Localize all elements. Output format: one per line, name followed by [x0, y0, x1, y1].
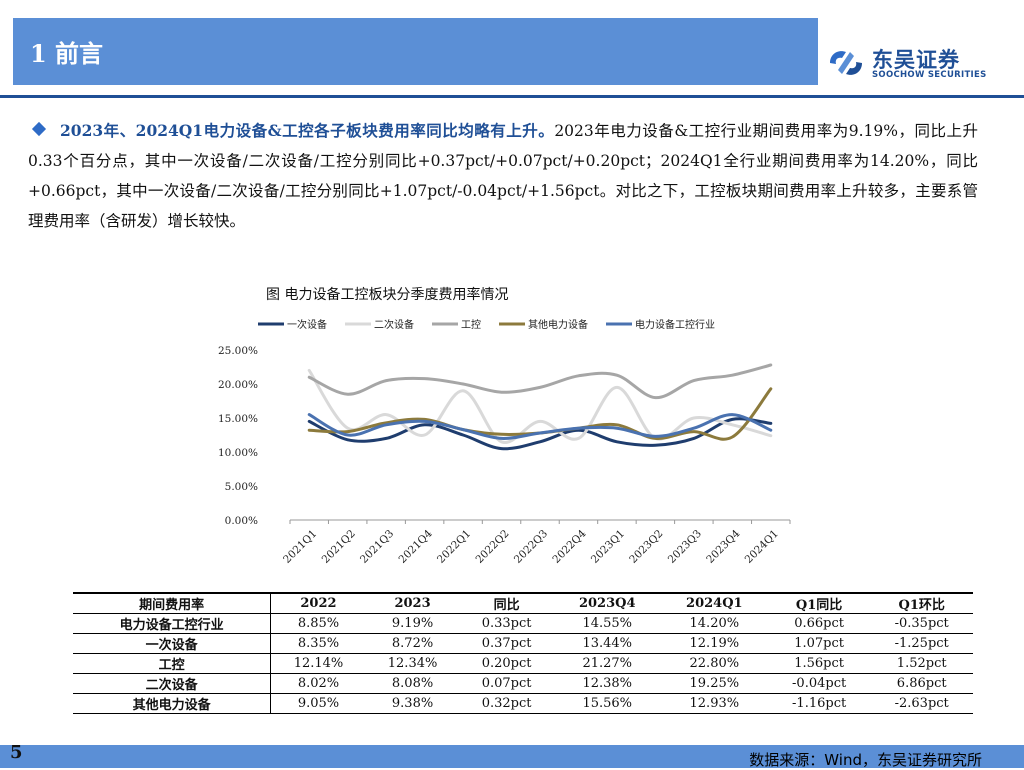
table-cell: 22.80%	[660, 653, 768, 674]
table-cell: 0.20pct	[459, 653, 554, 674]
x-tick-label: 2021Q1	[281, 528, 319, 566]
y-tick-label: 10.00%	[218, 447, 258, 459]
brand-name-en: SOOCHOW SECURITIES	[872, 70, 987, 80]
section-title: 1 前言	[30, 39, 104, 68]
x-tick-label: 2021Q3	[358, 528, 396, 566]
expense-ratio-table: 期间费用率 2022 2023 同比 2023Q4 2024Q1 Q1同比 Q1…	[73, 592, 973, 714]
table-cell: 1.52pct	[870, 653, 973, 674]
x-tick-label: 2022Q2	[473, 528, 511, 566]
y-tick-label: 25.00%	[218, 345, 258, 357]
table-cell: 19.25%	[660, 673, 768, 694]
table-header-cell: 2023	[365, 592, 460, 614]
table-cell: 8.72%	[365, 633, 460, 654]
x-tick-label: 2023Q2	[627, 528, 665, 566]
table-cell: 21.27%	[553, 653, 661, 674]
section-banner	[13, 18, 818, 85]
y-tick-label: 5.00%	[225, 481, 258, 493]
table-cell: 8.02%	[270, 673, 366, 694]
table-header-cell: 2024Q1	[660, 592, 768, 614]
x-tick-label: 2021Q4	[397, 527, 435, 565]
series-line	[307, 413, 773, 440]
legend-label: 一次设备	[287, 318, 327, 331]
table-cell: 9.19%	[365, 613, 460, 634]
table-cell: 9.38%	[365, 693, 460, 714]
summary-body: 2023年电力设备&工控行业期间费用率为9.19%，同比上升0.33个百分点，其…	[28, 122, 978, 230]
brand-name-cn: 东吴证券	[872, 48, 960, 72]
table-cell: 1.07pct	[767, 633, 871, 654]
table-cell: 8.85%	[270, 613, 366, 634]
x-tick-label: 2022Q3	[512, 528, 550, 566]
table-header-cell: Q1同比	[767, 592, 871, 614]
table-header-cell: 同比	[459, 592, 554, 614]
table-header-cell: Q1环比	[870, 592, 973, 614]
table-header-cell: 2023Q4	[553, 592, 661, 614]
page-number: 5	[10, 742, 23, 763]
diamond-bullet-icon	[31, 121, 47, 137]
table-row-label: 其他电力设备	[73, 693, 272, 714]
table-cell: 0.07pct	[459, 673, 554, 694]
y-tick-label: 0.00%	[225, 515, 258, 527]
y-tick-label: 15.00%	[218, 413, 258, 425]
table-cell: 0.32pct	[459, 693, 554, 714]
table-cell: 8.35%	[270, 633, 366, 654]
legend-label: 工控	[461, 318, 481, 331]
table-row: 工控 12.14% 12.34% 0.20pct 21.27% 22.80% 1…	[73, 653, 973, 674]
table-row: 其他电力设备 9.05% 9.38% 0.32pct 15.56% 12.93%…	[73, 693, 973, 714]
legend-label: 电力设备工控行业	[635, 318, 715, 331]
table-row: 电力设备工控行业 8.85% 9.19% 0.33pct 14.55% 14.2…	[73, 613, 973, 634]
table-row-label: 工控	[73, 653, 272, 674]
table-cell: 0.66pct	[767, 613, 871, 634]
table-row: 一次设备 8.35% 8.72% 0.37pct 13.44% 12.19% 1…	[73, 633, 973, 654]
chart-title: 图 电力设备工控板块分季度费用率情况	[266, 287, 509, 303]
table-cell: 0.37pct	[459, 633, 554, 654]
table-row-label: 二次设备	[73, 673, 272, 694]
x-tick-label: 2022Q4	[550, 527, 588, 565]
expense-ratio-line-chart: 一次设备 二次设备 工控 其他电力设备 电力设备工控行业 25.00% 20.00% 15.0…	[218, 318, 791, 566]
x-tick-label: 2023Q3	[666, 528, 704, 566]
table-row-label: 一次设备	[73, 633, 272, 654]
table-cell: -0.04pct	[767, 673, 871, 694]
table-cell: -2.63pct	[870, 693, 973, 714]
x-tick-label: 2022Q1	[435, 528, 473, 566]
table-cell: 14.20%	[660, 613, 768, 634]
table-header-cell: 2022	[270, 592, 366, 614]
table-header-row: 期间费用率 2022 2023 同比 2023Q4 2024Q1 Q1同比 Q1…	[73, 592, 973, 614]
legend-label: 其他电力设备	[528, 318, 588, 331]
table-cell: 8.08%	[365, 673, 460, 694]
table-cell: -0.35pct	[870, 613, 973, 634]
x-tick-label: 2023Q1	[589, 528, 627, 566]
table-cell: 1.56pct	[767, 653, 871, 674]
table-cell: 12.19%	[660, 633, 768, 654]
summary-paragraph: 2023年、2024Q1电力设备&工控各子板块费用率同比均略有上升。2023年电…	[28, 116, 978, 236]
summary-lead: 2023年、2024Q1电力设备&工控各子板块费用率同比均略有上升。	[60, 121, 555, 140]
table-cell: 14.55%	[553, 613, 661, 634]
table-cell: 6.86pct	[870, 673, 973, 694]
table-cell: 12.14%	[270, 653, 366, 674]
y-tick-label: 20.00%	[218, 379, 258, 391]
series-line	[307, 417, 773, 451]
table-row-label: 电力设备工控行业	[73, 613, 272, 634]
footer-bar	[0, 745, 1024, 768]
table-row: 二次设备 8.02% 8.08% 0.07pct 12.38% 19.25% -…	[73, 673, 973, 694]
table-cell: -1.16pct	[767, 693, 871, 714]
brand-logo: 东吴证券 SOOCHOW SECURITIES	[826, 42, 996, 84]
series-line	[307, 368, 773, 444]
table-cell: 13.44%	[553, 633, 661, 654]
table-cell: -1.25pct	[870, 633, 973, 654]
x-tick-label: 2021Q2	[320, 528, 358, 566]
header-divider	[0, 95, 1024, 98]
x-tick-label: 2023Q4	[704, 527, 742, 565]
series-line	[307, 363, 773, 400]
legend-label: 二次设备	[374, 318, 414, 331]
x-tick-label: 2024Q1	[743, 528, 781, 566]
table-header-cell: 期间费用率	[73, 592, 272, 614]
brand-mark-icon	[830, 51, 862, 75]
table-cell: 12.93%	[660, 693, 768, 714]
table-cell: 12.34%	[365, 653, 460, 674]
table-cell: 12.38%	[553, 673, 661, 694]
table-cell: 9.05%	[270, 693, 366, 714]
table-cell: 15.56%	[553, 693, 661, 714]
table-cell: 0.33pct	[459, 613, 554, 634]
data-source: 数据来源：Wind，东吴证券研究所	[749, 751, 982, 769]
